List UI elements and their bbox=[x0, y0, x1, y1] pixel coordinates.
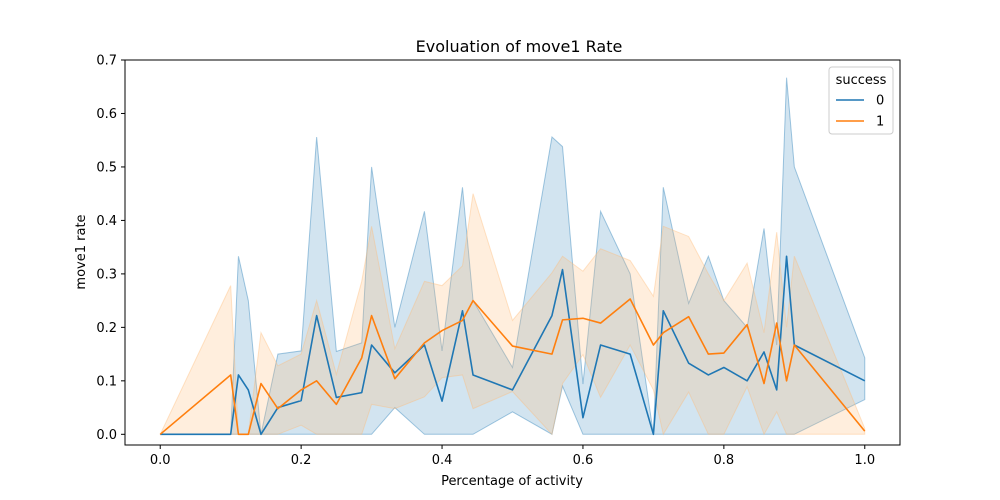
y-tick-label: 0.0 bbox=[96, 428, 117, 443]
legend-title: success bbox=[836, 73, 887, 88]
x-axis-label: Percentage of activity bbox=[441, 474, 583, 489]
y-axis: 0.0 0.1 0.2 0.3 0.4 0.5 0.6 0.7 bbox=[96, 54, 125, 443]
y-tick-label: 0.7 bbox=[96, 54, 117, 69]
x-tick-label: 0.6 bbox=[573, 453, 594, 468]
confidence-band-1 bbox=[159, 193, 866, 436]
confidence-bands bbox=[159, 77, 866, 436]
y-tick-label: 0.3 bbox=[96, 267, 117, 282]
series-line-0 bbox=[160, 255, 866, 436]
series-lines bbox=[159, 255, 866, 436]
x-tick-label: 0.8 bbox=[714, 453, 735, 468]
y-axis-label: move1 rate bbox=[74, 214, 89, 289]
y-tick-label: 0.2 bbox=[96, 321, 117, 336]
x-axis: 0.0 0.2 0.4 0.6 0.8 1.0 bbox=[150, 445, 875, 468]
x-tick-label: 0.2 bbox=[291, 453, 312, 468]
x-tick-label: 1.0 bbox=[854, 453, 875, 468]
legend-label-1: 1 bbox=[876, 115, 884, 130]
y-tick-label: 0.1 bbox=[96, 374, 117, 389]
y-tick-label: 0.5 bbox=[96, 160, 117, 175]
y-tick-label: 0.6 bbox=[96, 107, 117, 122]
confidence-band-0 bbox=[160, 77, 866, 436]
x-tick-label: 0.4 bbox=[432, 453, 453, 468]
y-tick-label: 0.4 bbox=[96, 214, 117, 229]
x-tick-label: 0.0 bbox=[150, 453, 171, 468]
legend: success 0 1 bbox=[828, 66, 894, 135]
legend-label-0: 0 bbox=[876, 94, 884, 109]
series-line-1 bbox=[159, 298, 866, 436]
chart-title: Evoluation of move1 Rate bbox=[416, 37, 623, 56]
plot-frame bbox=[124, 59, 901, 446]
